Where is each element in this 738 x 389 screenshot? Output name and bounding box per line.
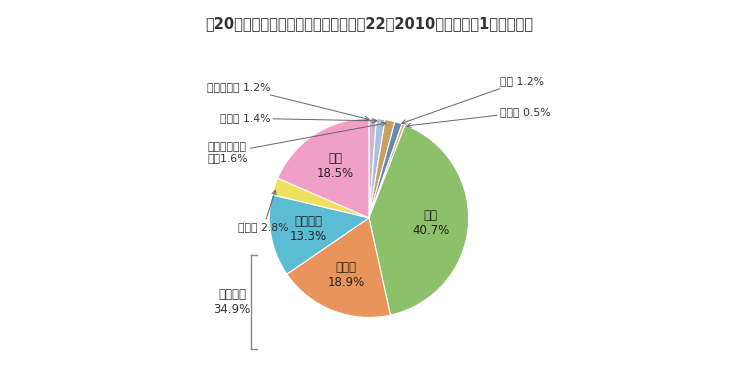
Wedge shape [277,118,369,218]
Wedge shape [287,218,390,317]
Text: 豆類・麦類 1.2%: 豆類・麦類 1.2% [207,82,369,121]
Wedge shape [369,124,405,218]
Text: 花き 1.2%: 花き 1.2% [401,76,544,124]
Wedge shape [272,178,369,218]
Wedge shape [369,125,469,315]
Text: 茶等工芸作物
　　1.6%: 茶等工芸作物 1.6% [207,122,386,163]
Wedge shape [369,118,376,218]
Text: その他 0.5%: その他 0.5% [407,107,551,128]
Text: 水稲
40.7%: 水稲 40.7% [412,209,449,237]
Text: いも類 1.4%: いも類 1.4% [220,113,377,123]
Wedge shape [269,195,369,274]
Text: 果菜類
18.9%: 果菜類 18.9% [328,261,365,289]
Wedge shape [369,119,395,218]
Wedge shape [369,119,385,218]
Wedge shape [369,122,402,218]
Text: 果樹
18.5%: 果樹 18.5% [317,152,354,180]
Text: 野菜全体
34.9%: 野菜全体 34.9% [213,288,251,316]
Text: 根菜類 2.8%: 根菜類 2.8% [238,190,289,232]
Text: 葉茎菜類
13.3%: 葉茎菜類 13.3% [290,215,327,243]
Text: 図20　エコファーマー認定件数（平成22（2010）年、取組1位作物別）: 図20 エコファーマー認定件数（平成22（2010）年、取組1位作物別） [205,16,533,31]
